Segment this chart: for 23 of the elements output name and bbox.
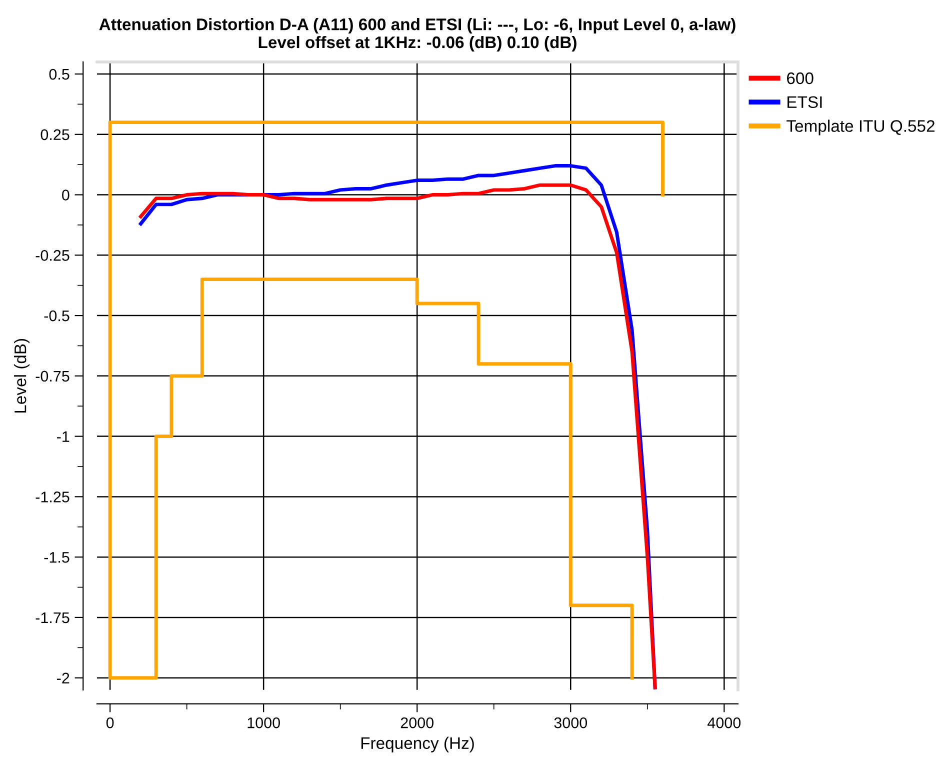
x-tick-label: 2000: [400, 717, 434, 728]
y-tick-label: -0.75: [36, 370, 70, 382]
x-tick-label: 1000: [248, 717, 280, 728]
x-tick-label: 0: [106, 717, 114, 728]
x-axis-title: Frequency (Hz): [361, 736, 474, 752]
legend-label: Template ITU Q.552: [786, 120, 934, 136]
y-tick-label: 0.5: [49, 68, 70, 80]
chart-title: Attenuation Distortion D-A (A11) 600 and ETSI (Li: ---, Lo: -6, Input Level 0, a-law) Level offset at 1KHz: -0.06 (dB) 0.10 (dB): [99, 18, 736, 52]
legend-label: ETSI: [788, 96, 822, 108]
y-tick-label: -1.75: [36, 612, 70, 624]
y-tick-label: -1.25: [36, 492, 70, 502]
y-tick-label: 0.25: [40, 129, 70, 140]
y-tick-label: -2: [57, 672, 70, 684]
y-tick-label: -1.5: [44, 552, 70, 563]
legend-label: 600: [787, 72, 814, 84]
x-tick-label: 3000: [554, 717, 588, 728]
y-tick-label: -1: [57, 431, 70, 442]
y-axis-title: Level (dB): [14, 338, 30, 413]
y-tick-label: 0: [62, 190, 70, 200]
x-tick-label: 4000: [708, 717, 741, 728]
line-series: [108, 120, 664, 680]
y-tick-label: -0.5: [44, 310, 70, 322]
y-tick-label: -0.25: [36, 250, 70, 261]
